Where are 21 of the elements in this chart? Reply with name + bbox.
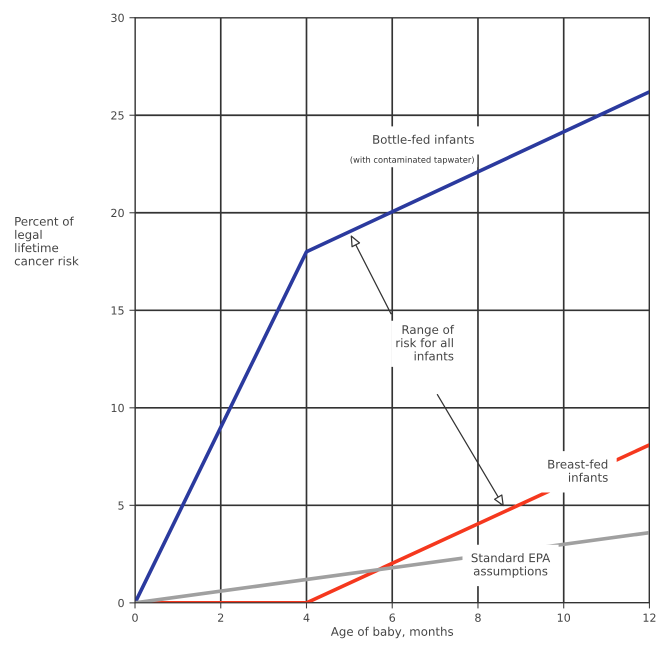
annotation: Range of risk for all infants [396, 324, 454, 360]
y-tick-label: 10 [112, 404, 124, 412]
y-tick-label: 0 [118, 598, 124, 608]
x-tick-label: 10 [558, 613, 570, 622]
y-tick-label: 25 [111, 111, 124, 120]
x-tick-label: 12 [644, 613, 656, 622]
y-axis-title: Percent of legal lifetime cancer risk [14, 216, 79, 266]
y-tick-label: 15 [112, 306, 124, 315]
x-axis-title: Age of baby, months [330, 626, 454, 638]
annotation: (with contaminated tapwater) [350, 156, 474, 164]
y-tick-label: 5 [118, 501, 124, 510]
series-label: Standard EPA assumptions [472, 553, 550, 578]
series-label: Breast-fed infants [548, 460, 608, 482]
y-tick-label: 20 [111, 208, 124, 218]
x-tick-label: 2 [218, 613, 224, 622]
text: Bottle-fed infants [373, 134, 474, 144]
x-tick-label: 6 [389, 613, 396, 622]
y-tick-label: 30 [111, 14, 124, 22]
x-tick-label: 4 [304, 614, 310, 622]
x-tick-label: 0 [132, 613, 138, 622]
x-tick-label: 8 [475, 613, 481, 622]
